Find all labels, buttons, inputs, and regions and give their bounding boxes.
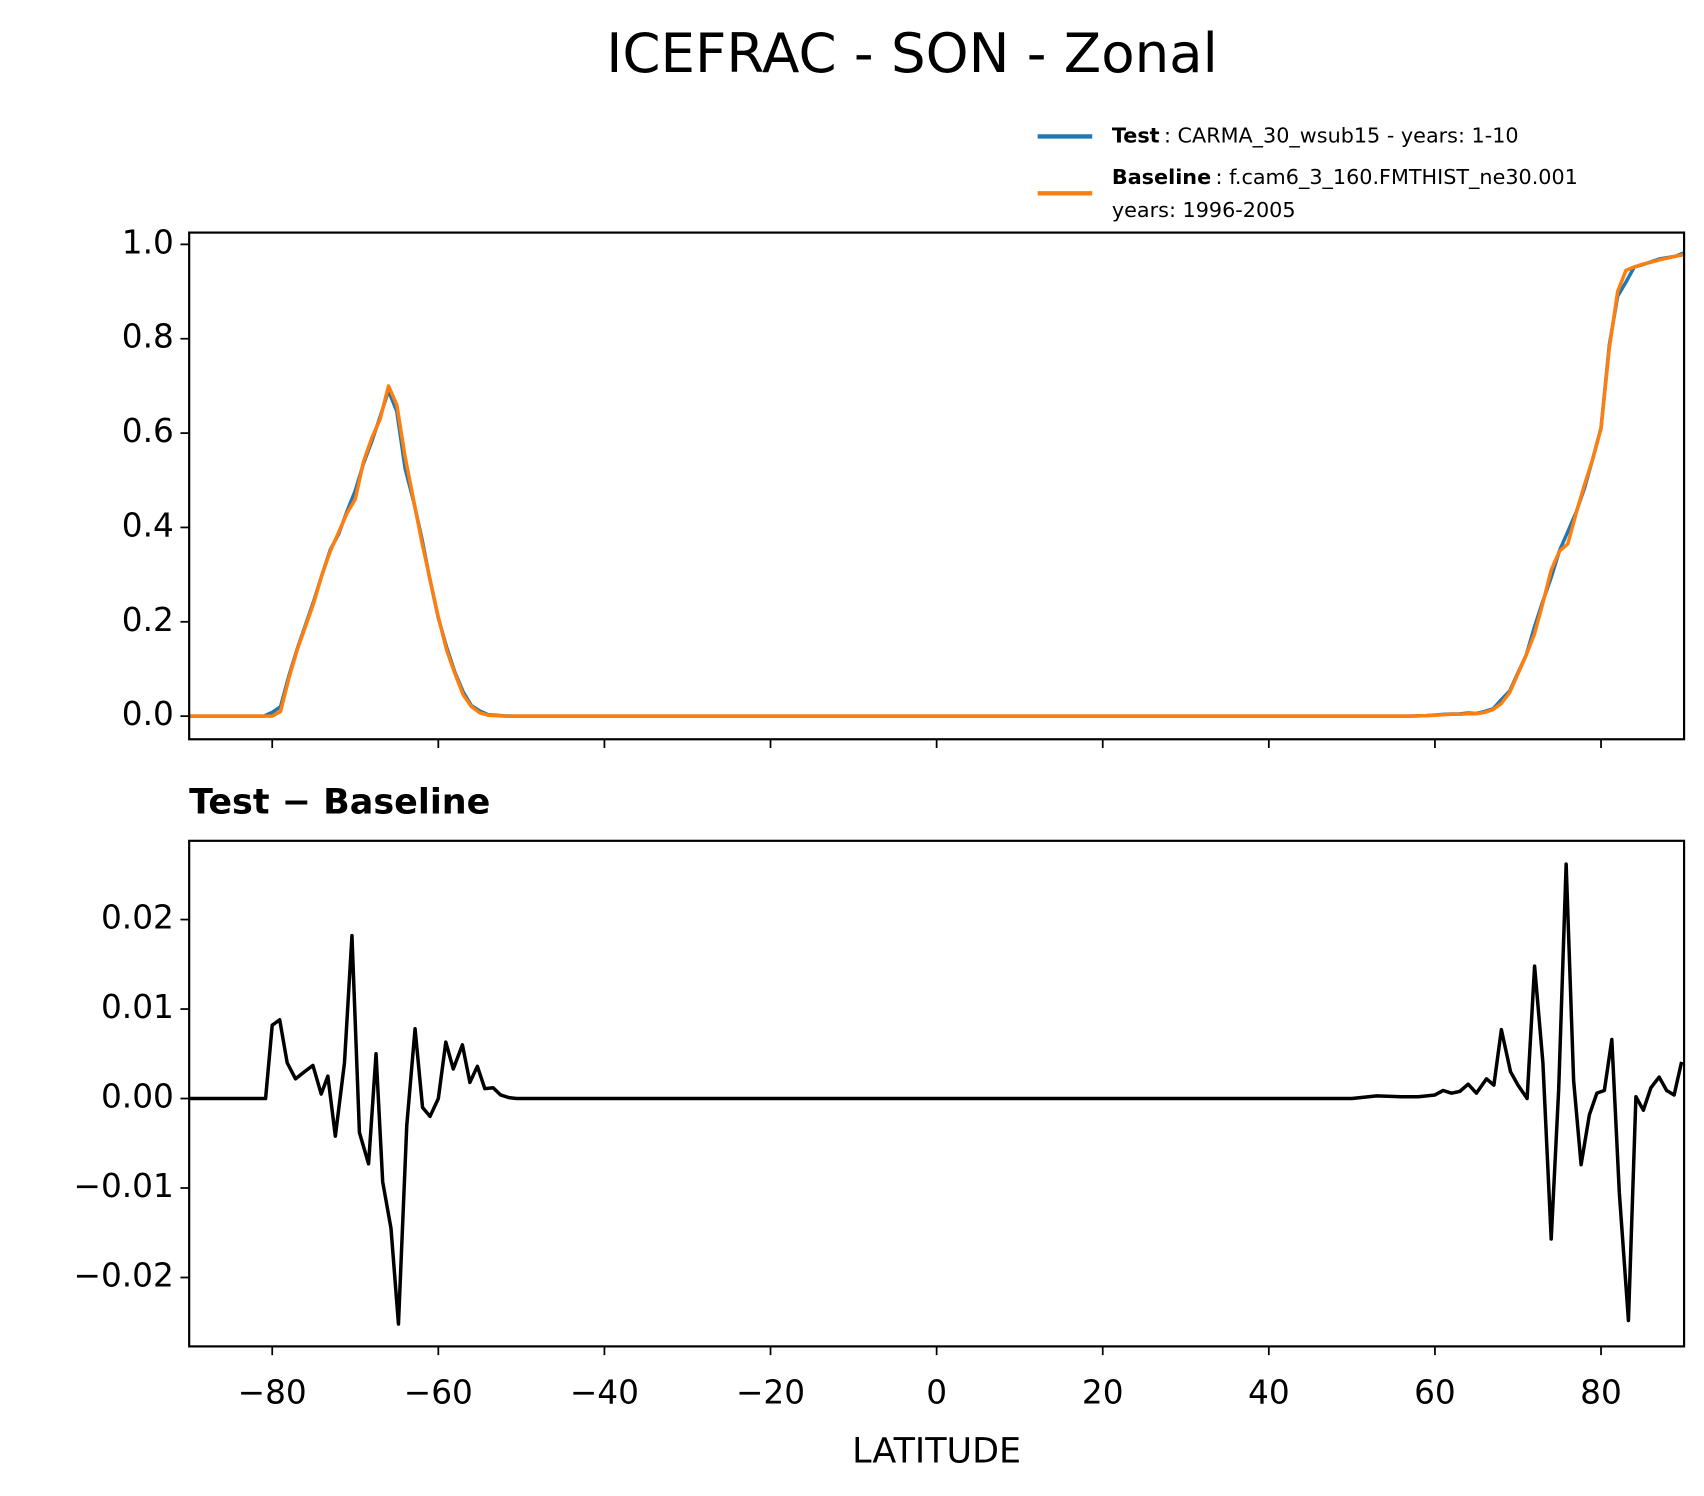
x-tick-label: −20: [736, 1373, 805, 1411]
y-tick-label: 0.02: [101, 899, 174, 937]
data-line: [189, 862, 1684, 1326]
y-tick-label: −0.02: [74, 1256, 174, 1294]
y-tick-label: 0.00: [101, 1078, 174, 1116]
axes-title: Test − Baseline: [189, 783, 490, 823]
x-axis-label: LATITUDE: [852, 1431, 1021, 1471]
y-tick-label: 0.4: [122, 506, 174, 544]
legend-label: : f.cam6_3_160.FMTHIST_ne30.001: [1216, 165, 1578, 190]
x-tick-label: 20: [1082, 1373, 1124, 1411]
x-tick-label: −60: [404, 1373, 473, 1411]
y-tick-label: 0.6: [122, 412, 174, 450]
legend-name: Test: [1112, 123, 1160, 147]
y-tick-label: 0.01: [101, 988, 174, 1026]
legend-label: : CARMA_30_wsub15 - years: 1-10: [1164, 123, 1519, 148]
x-tick-label: 80: [1580, 1373, 1622, 1411]
x-tick-label: 60: [1414, 1373, 1456, 1411]
legend-label: years: 1996-2005: [1112, 198, 1296, 222]
y-tick-label: 1.0: [122, 223, 174, 261]
x-tick-label: 0: [926, 1373, 947, 1411]
figure-title: ICEFRAC - SON - Zonal: [606, 21, 1217, 85]
x-tick-label: 40: [1248, 1373, 1290, 1411]
x-tick-label: −80: [238, 1373, 307, 1411]
y-tick-label: 0.8: [122, 318, 174, 356]
y-tick-label: −0.01: [74, 1167, 174, 1205]
data-line: [189, 253, 1685, 718]
y-tick-label: 0.0: [122, 695, 174, 733]
y-tick-label: 0.2: [122, 601, 174, 639]
x-tick-label: −40: [570, 1373, 639, 1411]
legend-name: Baseline: [1112, 165, 1211, 189]
